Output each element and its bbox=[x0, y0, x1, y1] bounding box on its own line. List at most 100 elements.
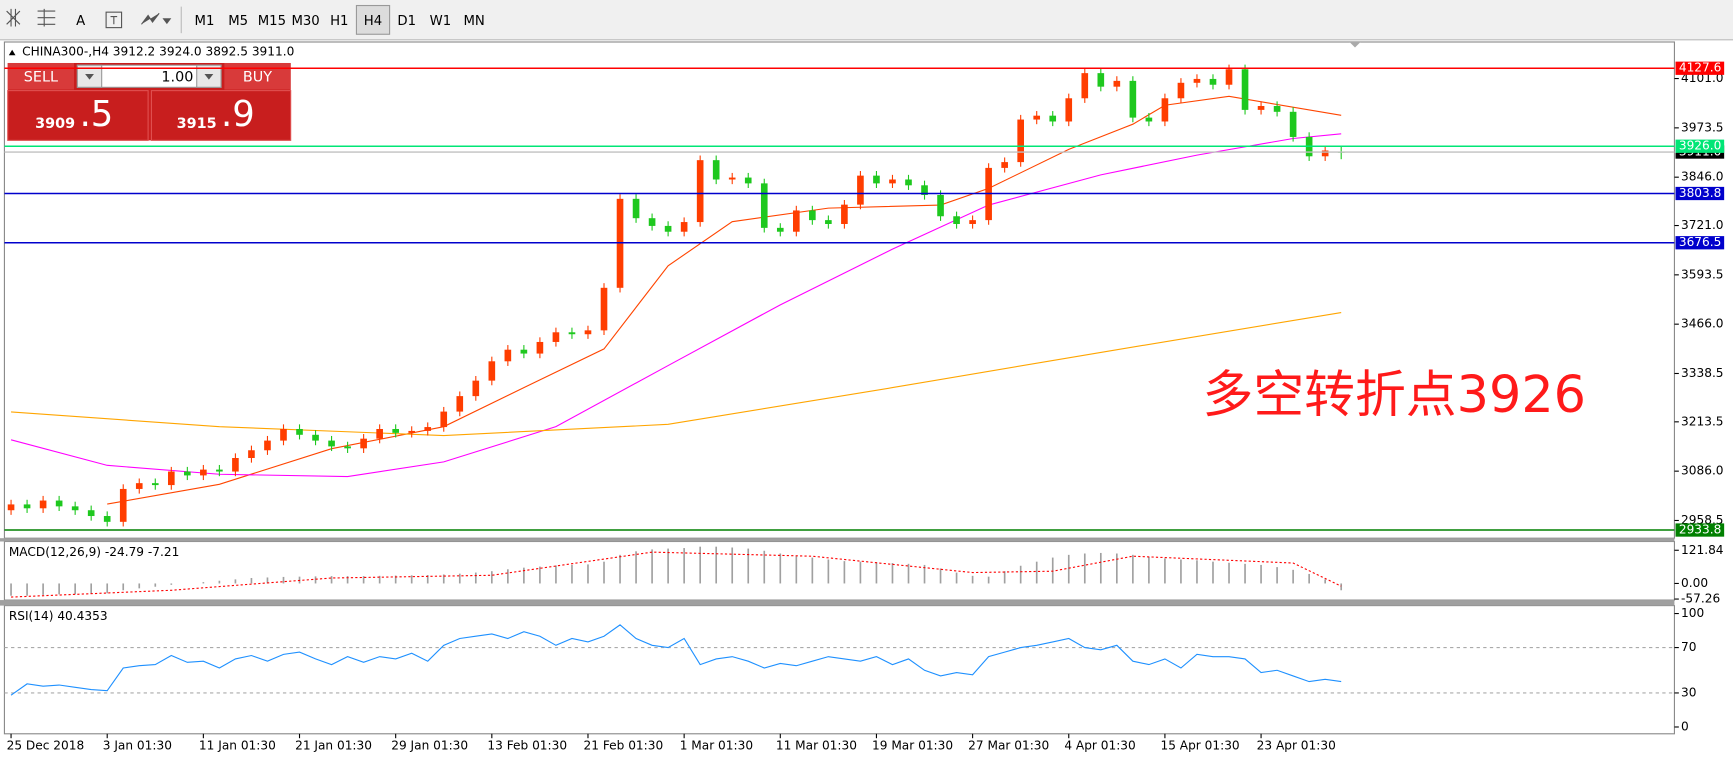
plot bbox=[4, 64, 1675, 696]
sell-label: SELL bbox=[24, 69, 58, 85]
y-tick-label: 3593.5 bbox=[1681, 267, 1723, 281]
candle-body bbox=[921, 185, 928, 195]
x-tick-label: 4 Apr 01:30 bbox=[1064, 738, 1135, 752]
timeframe-button[interactable]: W1 bbox=[430, 14, 452, 29]
candle-body bbox=[568, 332, 576, 335]
buy-price-box[interactable] bbox=[150, 90, 292, 141]
timeframe-button[interactable]: M1 bbox=[195, 14, 215, 29]
label-tool-glyph bbox=[110, 16, 118, 25]
arrows-tool[interactable] bbox=[141, 12, 172, 25]
moving-average bbox=[11, 312, 1342, 437]
rsi-panel bbox=[3, 605, 1675, 735]
candle-body bbox=[584, 330, 592, 335]
candle-body bbox=[1257, 106, 1265, 110]
buy-button[interactable] bbox=[224, 62, 291, 90]
candle-body bbox=[504, 349, 512, 362]
candle-body bbox=[1289, 111, 1297, 137]
crosshair-icon[interactable] bbox=[6, 8, 21, 27]
moving-average bbox=[107, 95, 1342, 505]
candle-body bbox=[135, 483, 143, 489]
timeframe-button[interactable]: D1 bbox=[397, 14, 416, 29]
level-label-bg bbox=[1675, 236, 1725, 250]
candle-body bbox=[1129, 80, 1137, 118]
label-tool[interactable] bbox=[105, 11, 123, 29]
candle-body bbox=[71, 506, 79, 511]
candle-body bbox=[841, 204, 848, 224]
candle-body bbox=[712, 160, 720, 180]
candle-body bbox=[1321, 150, 1329, 157]
timeframe-button[interactable]: M5 bbox=[228, 14, 248, 29]
y-tick-label: 100 bbox=[1681, 606, 1704, 620]
candle-body bbox=[248, 450, 255, 459]
indicator-title: RSI(14) 40.4353 bbox=[9, 609, 108, 623]
candle-body bbox=[1065, 98, 1073, 122]
candle-body bbox=[472, 380, 480, 397]
candle-body bbox=[200, 469, 207, 476]
buy-price-pips: .9 bbox=[221, 94, 255, 135]
level-label: 3926.0 bbox=[1679, 139, 1721, 153]
y-tick-label: 0.00 bbox=[1681, 576, 1708, 590]
candle-body bbox=[1177, 82, 1185, 99]
candle-body bbox=[424, 427, 432, 431]
y-tick-label: 3338.5 bbox=[1681, 366, 1723, 380]
x-tick-label: 21 Feb 01:30 bbox=[584, 738, 664, 752]
timeframes: M1 M5 M15 M30 H1 H4 D1 W1 MN bbox=[195, 4, 485, 35]
candle-body bbox=[1273, 106, 1281, 112]
sell-price-box[interactable] bbox=[7, 90, 149, 141]
candle-body bbox=[873, 175, 880, 184]
candle-body bbox=[456, 396, 464, 412]
candle-body bbox=[119, 488, 127, 522]
candle-body bbox=[793, 210, 800, 232]
sell-price-pips: .5 bbox=[80, 94, 114, 135]
lot-up-arrow bbox=[204, 74, 214, 80]
candle-body bbox=[1017, 119, 1024, 163]
candle-body bbox=[216, 469, 223, 472]
candle-body bbox=[87, 510, 95, 517]
timeframe-button[interactable]: H4 bbox=[364, 14, 382, 29]
timeframe-button[interactable]: H1 bbox=[330, 14, 348, 29]
fibo-icon[interactable] bbox=[37, 8, 56, 27]
panel-divider bbox=[0, 600, 1675, 606]
candle-body bbox=[296, 428, 303, 435]
x-tick-label: 15 Apr 01:30 bbox=[1160, 738, 1239, 752]
x-tick-label: 25 Dec 2018 bbox=[7, 738, 85, 752]
collapse-icon bbox=[8, 49, 16, 56]
sell-button[interactable] bbox=[7, 62, 75, 90]
y-tick-label: 0 bbox=[1681, 719, 1689, 733]
candle-body bbox=[376, 428, 383, 439]
level-label: 2933.8 bbox=[1679, 523, 1721, 537]
timeframe-button[interactable]: M30 bbox=[291, 14, 319, 29]
candle-body bbox=[776, 227, 784, 232]
y-tick-label: 3973.5 bbox=[1681, 120, 1723, 134]
moving-average bbox=[10, 133, 1342, 478]
chart-header: CHINA300-,H4 3912.2 3924.0 3892.5 3911.0 bbox=[22, 44, 294, 58]
candle-body bbox=[1225, 69, 1233, 85]
candle-body bbox=[1113, 80, 1121, 87]
text-tool[interactable]: A bbox=[76, 14, 85, 29]
level-label: 4127.6 bbox=[1679, 61, 1721, 75]
candle-body bbox=[760, 183, 768, 228]
timeframe-button[interactable]: MN bbox=[463, 14, 484, 29]
candle-body bbox=[1145, 117, 1153, 122]
candle-body bbox=[312, 434, 319, 441]
level-label-bg bbox=[1675, 186, 1725, 201]
main-panel bbox=[3, 41, 1675, 539]
timeframe-button[interactable]: M15 bbox=[258, 14, 286, 29]
candle-body bbox=[264, 440, 271, 451]
candle-body bbox=[328, 440, 335, 447]
candle-body bbox=[184, 471, 191, 476]
annotation: 多空转折点3926 bbox=[1202, 365, 1586, 424]
x-tick-label: 23 Apr 01:30 bbox=[1257, 738, 1336, 752]
buy-label: BUY bbox=[243, 69, 272, 85]
y-tick-label: 121.84 bbox=[1681, 543, 1724, 557]
candle-body bbox=[167, 471, 175, 486]
candle-body bbox=[536, 341, 544, 354]
candle-body bbox=[680, 222, 688, 232]
candle-body bbox=[664, 225, 672, 232]
candle-body bbox=[103, 516, 111, 522]
x-tick-label: 11 Jan 01:30 bbox=[199, 738, 276, 752]
x-tick-label: 1 Mar 01:30 bbox=[680, 738, 753, 752]
lot-down-arrow bbox=[85, 74, 94, 80]
macd-signal bbox=[11, 551, 1342, 598]
candle-body bbox=[23, 504, 31, 509]
